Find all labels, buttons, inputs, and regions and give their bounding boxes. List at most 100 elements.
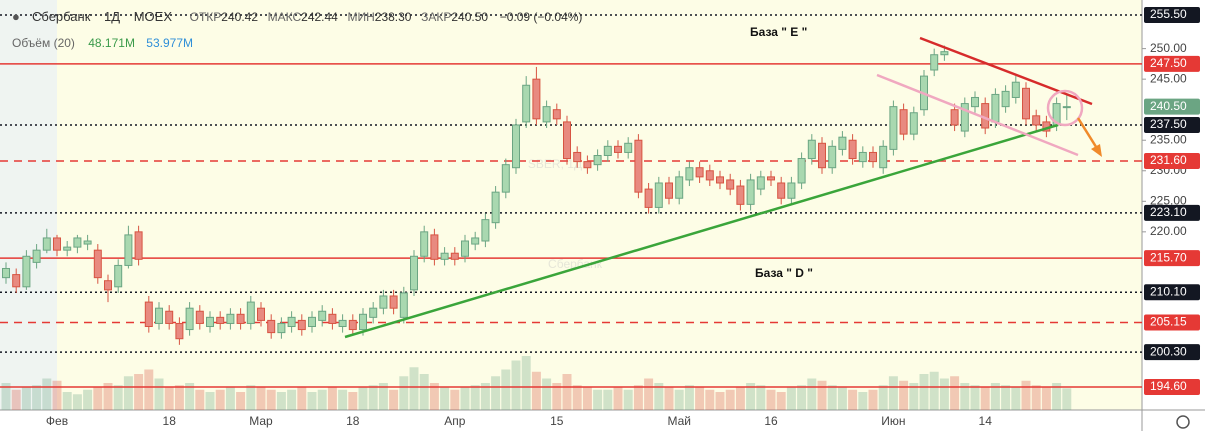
volume-bar bbox=[521, 356, 531, 410]
volume-bar bbox=[276, 392, 286, 410]
volume-bar bbox=[134, 374, 144, 410]
candle-body bbox=[267, 319, 276, 334]
candle-body bbox=[695, 167, 704, 178]
candle-body bbox=[563, 121, 571, 160]
candle-body bbox=[287, 316, 296, 328]
levels-layer bbox=[0, 14, 1142, 388]
high-value: 242.44 bbox=[301, 10, 338, 24]
candle-body bbox=[756, 176, 765, 190]
candle-body bbox=[450, 252, 459, 260]
candle-body bbox=[1022, 87, 1030, 120]
x-tick-label: Фев bbox=[46, 414, 68, 428]
candle-body bbox=[42, 237, 51, 251]
volume-bar bbox=[307, 392, 317, 410]
candle-body bbox=[104, 280, 112, 291]
change: −0.09 (−0.04%) bbox=[500, 10, 583, 24]
volume-bar bbox=[113, 385, 123, 410]
candle-body bbox=[512, 124, 520, 169]
candle-body bbox=[53, 237, 61, 251]
volume-bar bbox=[970, 385, 980, 410]
volume-bar bbox=[848, 389, 858, 410]
volume-bar bbox=[215, 389, 225, 410]
volume-bar bbox=[491, 376, 501, 410]
volume-bar bbox=[695, 387, 705, 410]
volume-bar bbox=[807, 378, 817, 410]
volume-value: 48.171M bbox=[88, 36, 135, 50]
candle-body bbox=[471, 237, 480, 245]
volume-bar bbox=[287, 389, 297, 410]
candle-body bbox=[777, 182, 786, 199]
candle-body bbox=[818, 142, 826, 169]
volume-bar bbox=[939, 378, 949, 410]
volume-legend: Объём (20) 48.171M 53.977M bbox=[12, 36, 193, 50]
volume-bar bbox=[827, 385, 837, 410]
volume-bar bbox=[644, 378, 654, 410]
volume-bar bbox=[42, 378, 52, 410]
candle-body bbox=[593, 154, 602, 166]
plot-background bbox=[0, 0, 1142, 410]
volume-ma-value: 53.977M bbox=[146, 36, 193, 50]
volume-bar bbox=[429, 383, 439, 410]
candle-body bbox=[573, 151, 582, 163]
volume-bar bbox=[674, 389, 684, 410]
volume-bar bbox=[389, 389, 399, 410]
candle-body bbox=[644, 188, 653, 208]
volume-layer bbox=[1, 356, 1072, 410]
candle-body bbox=[797, 158, 806, 184]
candle-body bbox=[869, 151, 877, 163]
volume-bar bbox=[72, 394, 82, 410]
low-label: МИН bbox=[347, 10, 374, 24]
volume-bar bbox=[542, 378, 552, 410]
arrow-head bbox=[1091, 144, 1102, 157]
candle-body bbox=[624, 142, 633, 153]
candle-body bbox=[787, 182, 796, 199]
volume-bar bbox=[766, 389, 776, 410]
volume-bar bbox=[480, 383, 490, 410]
candle-body bbox=[971, 96, 979, 108]
candle-body bbox=[583, 161, 592, 169]
candle-body bbox=[206, 316, 214, 328]
exchange: MOEX bbox=[134, 9, 173, 24]
settings-icon[interactable] bbox=[1176, 415, 1190, 429]
volume-bar bbox=[562, 374, 572, 410]
candle-body bbox=[614, 145, 622, 153]
watermark-name: Сбербанк bbox=[548, 257, 603, 271]
x-tick-label: 15 bbox=[550, 414, 564, 428]
close-value: 240.50 bbox=[451, 10, 488, 24]
volume-bar bbox=[960, 383, 970, 410]
volume-bar bbox=[327, 387, 337, 410]
volume-bar bbox=[654, 383, 664, 410]
x-tick-label: Мар bbox=[249, 414, 273, 428]
volume-bar bbox=[837, 387, 847, 410]
level-label: 210.10 bbox=[1150, 284, 1187, 298]
symbol-icon: ● bbox=[12, 9, 20, 24]
candle-body bbox=[746, 179, 755, 205]
candle-body bbox=[685, 167, 694, 181]
level-label-box bbox=[1144, 314, 1200, 331]
candle-body bbox=[246, 301, 255, 324]
candle-body bbox=[532, 78, 541, 120]
volume-bar bbox=[195, 389, 205, 410]
volume-bar bbox=[185, 383, 195, 410]
volume-bar bbox=[368, 385, 378, 410]
volume-bar bbox=[705, 389, 715, 410]
highlight-circle bbox=[1046, 89, 1084, 127]
candle-body bbox=[838, 136, 847, 150]
level-label: 205.15 bbox=[1150, 315, 1187, 329]
candle-body bbox=[134, 231, 143, 260]
candle-body bbox=[491, 191, 500, 224]
volume-bar bbox=[613, 387, 623, 410]
candle-body bbox=[165, 310, 174, 324]
level-label: 215.70 bbox=[1150, 250, 1187, 264]
candle-body bbox=[297, 319, 306, 331]
candle-body bbox=[726, 179, 735, 190]
volume-bar bbox=[256, 387, 266, 410]
volume-bar bbox=[225, 387, 235, 410]
candle-body bbox=[195, 310, 204, 324]
candle-body bbox=[155, 307, 163, 324]
candle-body bbox=[960, 103, 969, 132]
candle-body bbox=[930, 54, 939, 71]
candle-body bbox=[461, 240, 469, 257]
candle-body bbox=[909, 112, 918, 135]
candle-body bbox=[226, 313, 235, 324]
